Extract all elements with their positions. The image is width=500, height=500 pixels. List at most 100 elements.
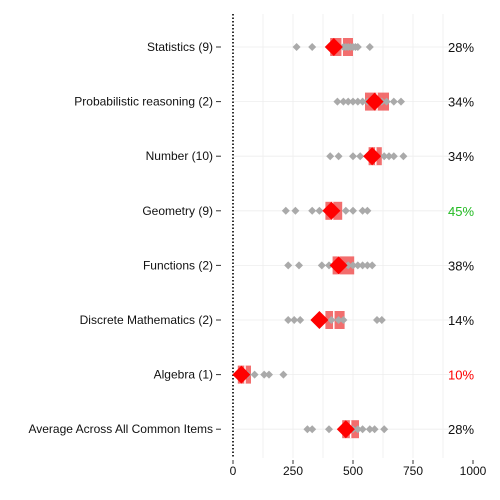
category-row: Functions (2) 38% (143, 256, 474, 275)
percent-label: 34% (448, 149, 474, 164)
item-point (353, 425, 362, 434)
item-point (349, 152, 357, 161)
item-point (349, 261, 357, 270)
item-point (397, 97, 405, 106)
percent-label: 34% (448, 95, 474, 110)
item-point (380, 425, 389, 434)
percent-label: 14% (448, 313, 474, 328)
mean-marker (232, 365, 251, 384)
category-label: Statistics (9) (147, 40, 213, 54)
item-point (353, 43, 362, 51)
category-label: Probabilistic reasoning (2) (74, 95, 213, 109)
item-point (363, 261, 372, 270)
item-point (341, 206, 350, 215)
category-row: Algebra (1) 10% (154, 365, 474, 384)
item-point (389, 152, 398, 161)
item-point (349, 97, 357, 106)
item-point (292, 43, 301, 51)
item-point (368, 261, 377, 270)
category-label: Functions (2) (143, 258, 213, 272)
item-point (250, 370, 259, 379)
category-row: Discrete Mathematics (2) 14% (80, 311, 474, 329)
item-point (365, 43, 374, 51)
category-label: Algebra (1) (154, 368, 213, 382)
category-label: Discrete Mathematics (2) (80, 313, 213, 327)
item-point (377, 316, 386, 324)
item-point (281, 206, 290, 215)
item-point (308, 43, 317, 51)
item-point (380, 152, 389, 161)
item-point (399, 152, 408, 161)
x-axis: 0 250 500 750 1000 (230, 460, 487, 478)
percent-label: 45% (448, 204, 474, 219)
category-row: Number (10) 34% (146, 147, 474, 166)
percent-label: 28% (448, 422, 474, 437)
category-row: Average Across All Common Items 28% (28, 420, 474, 439)
mean-marker (310, 311, 329, 329)
item-point (339, 316, 348, 324)
mean-marker (324, 38, 343, 56)
item-point (291, 206, 300, 215)
item-point (373, 316, 381, 324)
percent-label: 38% (448, 258, 474, 273)
item-point (260, 370, 269, 379)
item-point (317, 261, 326, 270)
item-point (349, 206, 357, 215)
item-point (353, 97, 362, 106)
mean-marker (336, 420, 355, 439)
item-point (353, 261, 362, 270)
item-point (365, 425, 374, 434)
item-point (296, 316, 305, 324)
x-tick-label: 0 (230, 464, 237, 478)
item-point (339, 97, 348, 106)
item-point (315, 206, 324, 215)
item-point (325, 425, 333, 434)
grid-lines (233, 14, 473, 458)
item-point (363, 206, 372, 215)
item-point (358, 425, 367, 434)
item-point (389, 97, 398, 106)
category-row: Probabilistic reasoning (2) 34% (74, 92, 474, 111)
category-rows: Statistics (9) 28% Probabilistic reasoning… (28, 38, 474, 439)
item-point (358, 97, 367, 106)
x-tick-label: 250 (283, 464, 303, 478)
item-point (358, 206, 367, 215)
item-point (326, 152, 335, 161)
mean-marker (363, 147, 382, 166)
category-label: Geometry (9) (142, 204, 213, 218)
item-point (279, 370, 288, 379)
item-point (284, 261, 293, 270)
category-label: Average Across All Common Items (28, 422, 213, 436)
item-point (344, 261, 353, 270)
item-point (333, 97, 342, 106)
item-point (382, 97, 391, 106)
percent-label: 10% (448, 368, 474, 383)
item-point (290, 316, 299, 324)
item-point (344, 97, 353, 106)
x-tick-label: 750 (403, 464, 423, 478)
item-point (308, 206, 317, 215)
item-point (385, 152, 393, 161)
item-point (295, 261, 303, 270)
item-point (308, 425, 317, 434)
mean-marker (322, 201, 341, 220)
x-tick-label: 1000 (460, 464, 487, 478)
mean-marker (329, 256, 348, 275)
item-point (265, 370, 273, 379)
category-row: Geometry (9) 45% (142, 201, 474, 220)
item-point (334, 316, 343, 324)
x-tick-label: 500 (343, 464, 363, 478)
item-point (370, 425, 379, 434)
item-point (358, 261, 367, 270)
item-point (356, 152, 365, 161)
item-point (325, 261, 333, 270)
item-point (303, 425, 312, 434)
item-point (334, 152, 343, 161)
item-point (327, 316, 336, 324)
category-label: Number (10) (146, 149, 213, 163)
item-point (284, 316, 293, 324)
percent-label: 28% (448, 40, 474, 55)
mean-marker (365, 92, 384, 111)
category-row: Statistics (9) 28% (147, 38, 474, 56)
